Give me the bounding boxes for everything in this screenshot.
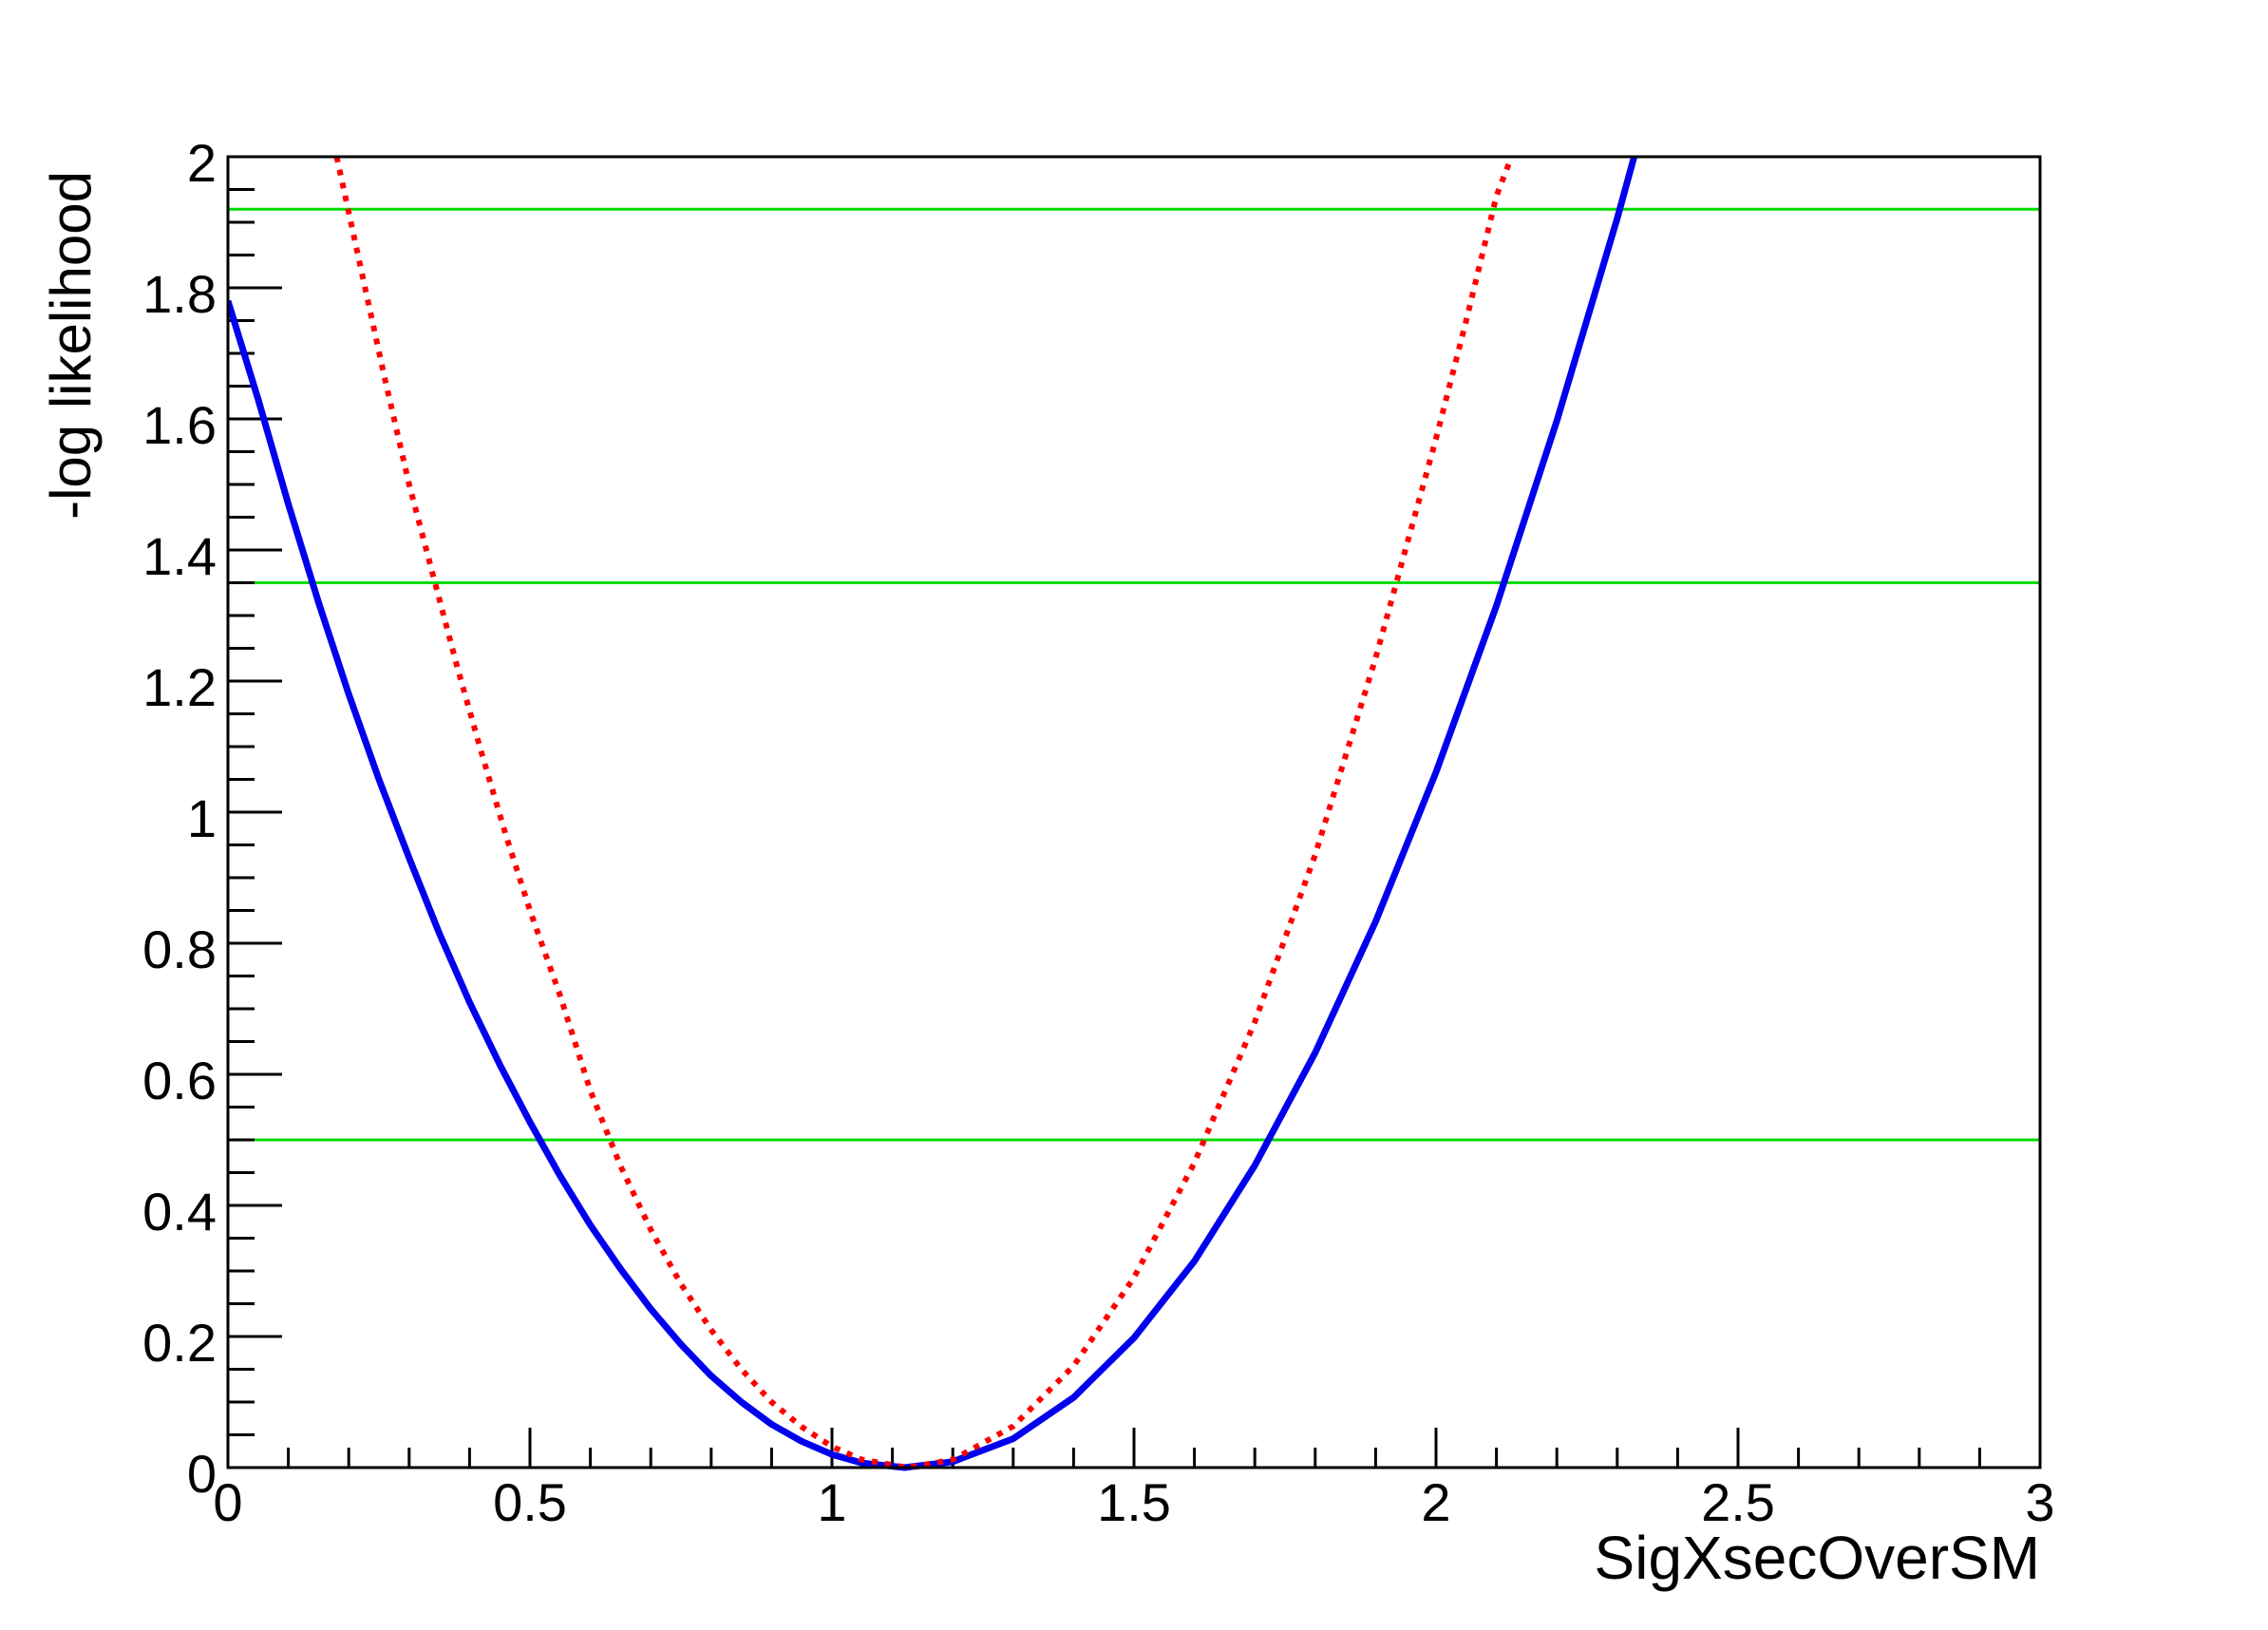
x-tick-label: 1.5 [1097,1472,1171,1532]
y-tick-label: 1.2 [142,657,217,717]
reference-lines [228,207,2040,1142]
y-axis-title: -log likelihood [39,171,103,520]
y-tick-label: 1.4 [142,526,217,586]
y-tick-label: 1.6 [142,395,217,455]
y-tick-label: 2 [187,133,217,193]
y-tick-label: 1.8 [142,264,217,324]
x-tick-label: 0 [213,1472,242,1532]
y-tick-label: 1 [187,788,217,848]
y-tick-label: 0.8 [142,919,217,979]
axis-tick-labels: 0 0.5 1 1.5 2 2.5 3 0 0.2 0.4 0.6 0.8 1 1.2 1.4 1.6 1.8 2 [142,133,2054,1532]
axis-ticks [226,155,2042,1469]
y-tick-label: 0 [187,1444,217,1504]
x-axis-title: SigXsecOverSM [1595,1524,2040,1592]
red-dotted-likelihood-curve [333,157,1515,1470]
x-tick-label: 2.5 [1701,1472,1775,1532]
y-tick-label: 0.4 [142,1182,217,1241]
x-tick-label: 0.5 [493,1472,567,1532]
x-tick-label: 1 [817,1472,846,1532]
y-tick-label: 0.6 [142,1051,217,1110]
chart-layers: 0 0.5 1 1.5 2 2.5 3 0 0.2 0.4 0.6 0.8 1 1.2 1.4 1.6 1.8 2 [142,133,2054,1532]
series-layer [228,157,1637,1471]
x-tick-label: 2 [1421,1472,1450,1532]
x-tick-label: 3 [2025,1472,2054,1532]
y-tick-label: 0.2 [142,1313,217,1373]
plot-frame [226,155,2042,1469]
blue-solid-likelihood-curve [228,157,1637,1471]
